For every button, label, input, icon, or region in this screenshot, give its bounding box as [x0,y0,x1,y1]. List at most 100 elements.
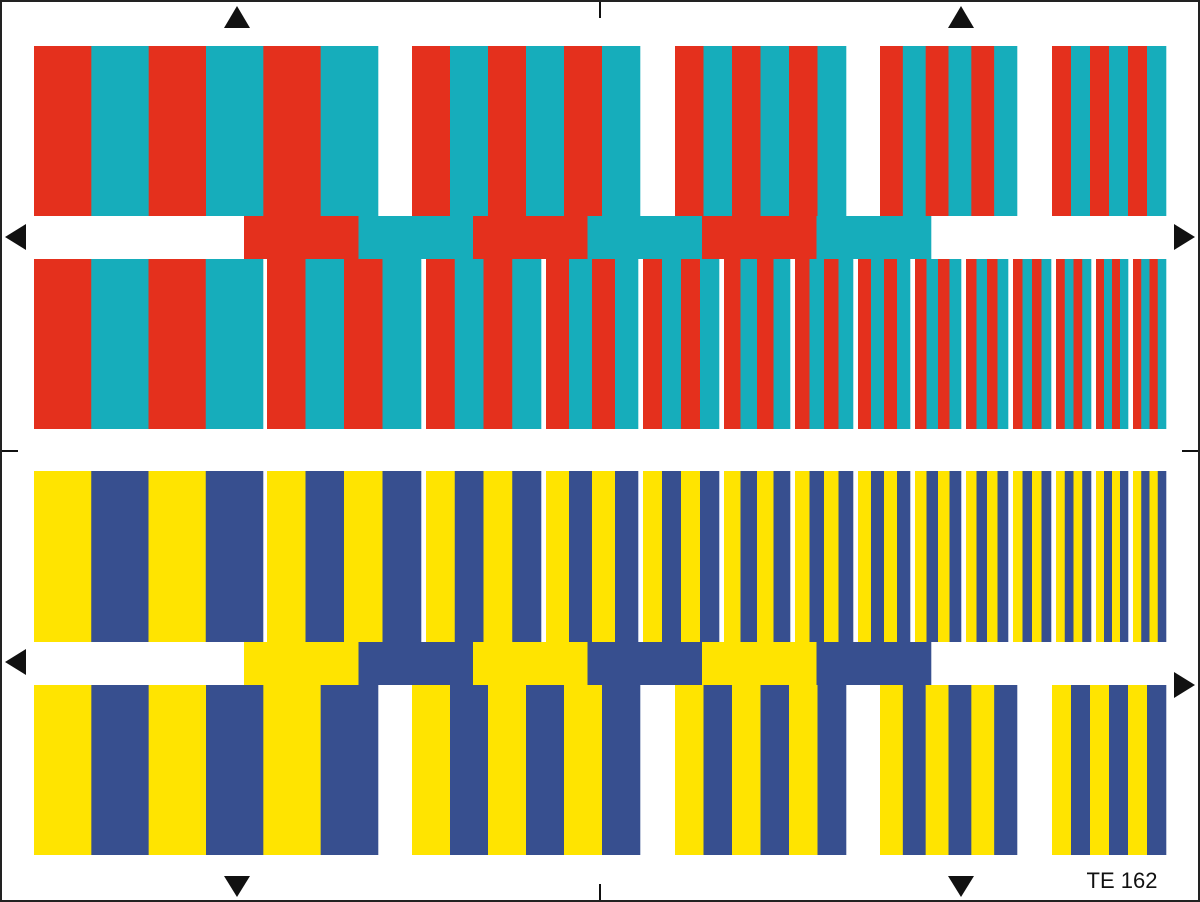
stripe [884,259,898,429]
stripe [938,471,950,642]
stripe [1090,46,1110,216]
stripe [34,685,92,855]
band-block [702,216,817,259]
stripe [789,685,818,855]
stripe [925,46,949,216]
stripe [880,685,904,855]
band-block [473,216,588,259]
stripe [971,46,995,216]
stripe [206,46,264,216]
stripe [724,259,741,429]
stripe [740,471,758,642]
stripe [681,259,701,429]
stripe [675,46,704,216]
band-block [587,216,703,259]
stripe [34,471,92,642]
stripe [1109,46,1129,216]
stripe [148,46,207,216]
stripe [1128,685,1148,855]
stripe [483,259,513,429]
stripe [925,685,949,855]
stripe [926,259,939,429]
stripe [615,259,639,429]
stripe [91,471,149,642]
stripe [1090,685,1110,855]
stripe [703,46,733,216]
stripe [426,471,456,642]
stripe [382,471,422,642]
stripe [488,685,527,855]
stripe [526,685,565,855]
stripe [838,259,854,429]
band-block [816,216,932,259]
stripe [267,259,306,429]
stripe [1073,471,1083,642]
stripe [1128,46,1148,216]
stripe [450,685,489,855]
stripe [662,259,682,429]
stripe [760,46,790,216]
stripe [602,46,641,216]
stripe [602,685,641,855]
stripe [740,259,758,429]
stripe [1096,471,1105,642]
stripe [880,46,904,216]
stripe [206,685,264,855]
stripe [1147,685,1167,855]
stripe [454,259,484,429]
stripe [512,259,542,429]
stripe [526,46,565,216]
stripe [546,471,570,642]
stripe [997,259,1009,429]
stripe [773,259,791,429]
stripe [91,685,149,855]
band-block [244,642,359,685]
stripe [569,259,593,429]
stripe [724,471,741,642]
stripe [1022,471,1033,642]
stripe [1141,471,1150,642]
stripe [926,471,939,642]
stripe [948,46,972,216]
stripe [858,259,872,429]
stripe [997,471,1009,642]
stripe [1149,471,1159,642]
stripe [1112,259,1121,429]
stripe [987,259,998,429]
stripe [662,471,682,642]
stripe [732,685,761,855]
stripe [1056,471,1066,642]
stripe [564,685,603,855]
stripe [263,46,321,216]
stripe [1147,46,1167,216]
stripe [675,685,704,855]
stripe [267,471,306,642]
stripe [897,259,911,429]
stripe [488,46,527,216]
stripe [949,471,962,642]
stripe [546,259,570,429]
chart-id: TE 162 [1087,868,1158,893]
stripe [700,471,720,642]
stripe [148,259,207,429]
stripe [1041,471,1052,642]
stripe [1071,685,1091,855]
arrow-up [224,6,250,28]
stripe [795,471,810,642]
stripe [971,685,995,855]
stripe [1064,471,1074,642]
stripe [34,46,92,216]
arrow-up [948,6,974,28]
band-block [358,216,474,259]
stripe [592,471,616,642]
stripe [1064,259,1074,429]
stripe [1073,259,1083,429]
stripe [994,685,1018,855]
stripe [987,471,998,642]
stripe [344,259,383,429]
stripe [305,259,345,429]
stripe [1096,259,1105,429]
stripe [148,471,207,642]
stripe [1133,259,1142,429]
